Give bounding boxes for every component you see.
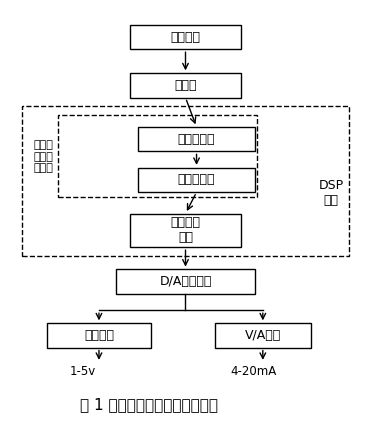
Bar [130,214,241,247]
Bar [22,107,349,255]
Bar [138,127,256,151]
Bar [59,115,257,197]
Text: DSP
系统: DSP 系统 [318,179,344,206]
Text: V/A变换: V/A变换 [245,329,281,342]
Text: D/A转换电路: D/A转换电路 [159,275,212,288]
Text: 特征频谱
处理: 特征频谱 处理 [171,217,200,244]
Text: 阻抗变换: 阻抗变换 [84,329,114,342]
Text: 多级放大器: 多级放大器 [178,133,215,146]
Text: 噪声信号: 噪声信号 [171,30,200,44]
Bar [130,25,241,49]
Text: 1-5v: 1-5v [69,365,95,378]
Bar [115,269,256,294]
Text: 4-20mA: 4-20mA [230,365,277,378]
Text: 拾音器: 拾音器 [174,79,197,92]
Bar [138,168,256,192]
Bar [130,73,241,98]
Text: 声音信
号预处
理系统: 声音信 号预处 理系统 [34,140,54,173]
Bar [47,323,151,348]
Bar [215,323,311,348]
Text: 低通滤波器: 低通滤波器 [178,173,215,187]
Text: 图 1 磨煤机负荷检测仪器件框图: 图 1 磨煤机负荷检测仪器件框图 [80,397,218,412]
